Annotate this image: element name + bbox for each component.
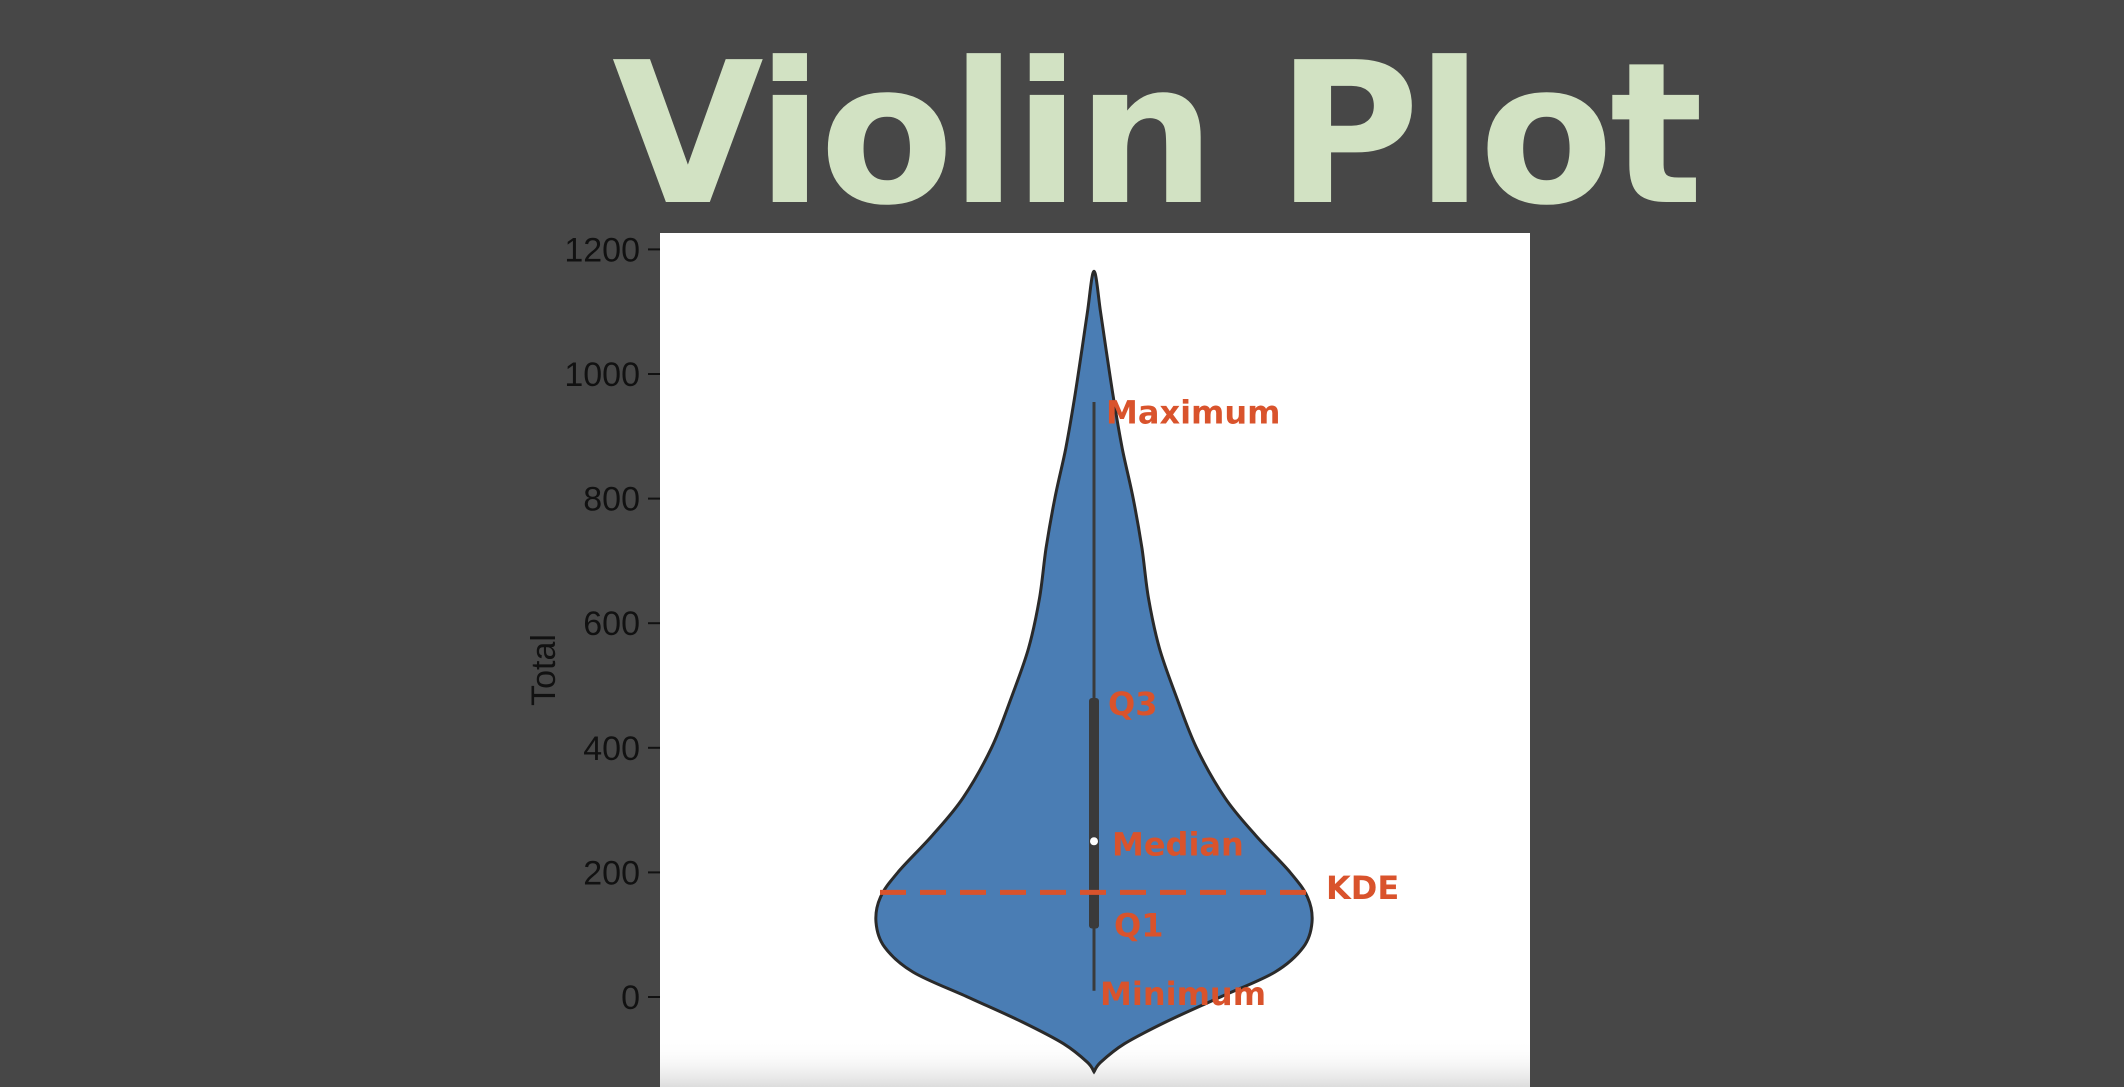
y-tick-label: 1000 bbox=[564, 356, 640, 394]
median-point bbox=[1090, 837, 1098, 846]
iqr-box bbox=[1089, 697, 1099, 929]
annotation-median: Median bbox=[1112, 825, 1244, 863]
y-axis: 0 200 400 600 800 1000 1200 bbox=[564, 231, 660, 1017]
y-tick-label: 0 bbox=[621, 979, 640, 1017]
violin-layer bbox=[874, 269, 1314, 1075]
y-tick-label: 200 bbox=[583, 854, 640, 892]
chart-title: Violin Plot bbox=[612, 21, 1703, 249]
y-tick-label: 600 bbox=[583, 605, 640, 643]
annotation-q1: Q1 bbox=[1114, 906, 1163, 944]
annotation-kde: KDE bbox=[1326, 869, 1399, 907]
y-tick-label: 400 bbox=[583, 730, 640, 768]
annotation-layer: Maximum Q3 Median KDE Q1 Minimum bbox=[1100, 394, 1399, 1013]
annotation-minimum: Minimum bbox=[1100, 975, 1266, 1013]
y-tick-label: 1200 bbox=[564, 231, 640, 269]
y-axis-label: Total bbox=[525, 634, 563, 706]
annotation-maximum: Maximum bbox=[1106, 394, 1281, 432]
y-tick-label: 800 bbox=[583, 481, 640, 519]
annotation-q3: Q3 bbox=[1108, 685, 1157, 723]
